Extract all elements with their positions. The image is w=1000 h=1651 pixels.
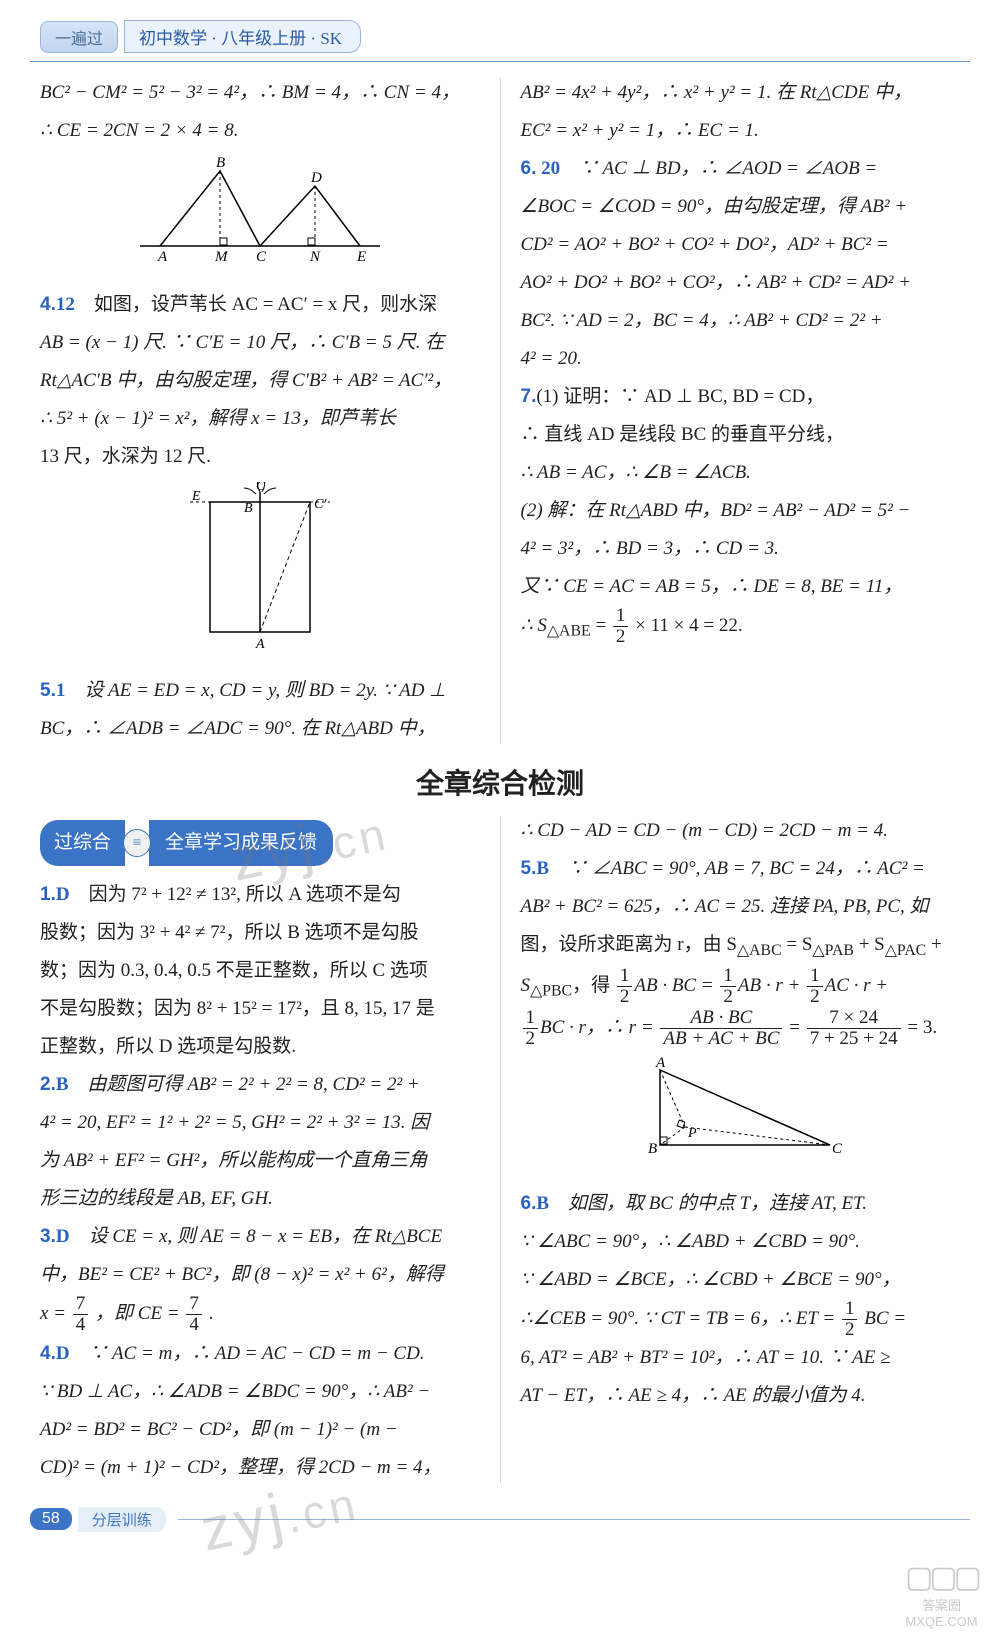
text: ∵ ∠ABC = 90°，∴ ∠ABD + ∠CBD = 90°.	[521, 1223, 961, 1261]
text: x = 74 ，即 CE = 74 .	[40, 1294, 480, 1335]
corner-logo: ▢▢▢ 答案圈 MXQE.COM	[905, 1560, 978, 1629]
text: CD)² = (m + 1)² − CD²，整理，得 2CD − m = 4，	[40, 1449, 480, 1487]
pill-right: 全章学习成果反馈	[149, 820, 333, 866]
text: Rt△AC′B 中，由勾股定理，得 C′B² + AB² = AC′²，	[40, 362, 480, 400]
brand-tab: 一遍过	[40, 21, 118, 53]
text: ∴ 直线 AD 是线段 BC 的垂直平分线，	[521, 416, 961, 454]
text: 不是勾股数；因为 8² + 15² = 17²，且 8, 15, 17 是	[40, 990, 480, 1028]
text: AO² + DO² + BO² + CO²，∴ AB² + CD² = AD² …	[521, 264, 961, 302]
svg-text:E: E	[356, 249, 366, 265]
figure-rt-triangle: A B C P	[521, 1055, 961, 1179]
text: 6, AT² = AB² + BT² = 10²，∴ AT = 10. ∵ AE…	[521, 1339, 961, 1377]
q2: 2.B 由题图可得 AB² = 2² + 2² = 8, CD² = 2² +	[40, 1066, 480, 1104]
text: ∵ BD ⊥ AC，∴ ∠ADB = ∠BDC = 90°，∴ AB² −	[40, 1373, 480, 1411]
text: 13 尺，水深为 12 尺.	[40, 438, 480, 476]
text: AT − ET，∴ AE ≥ 4，∴ AE 的最小值为 4.	[521, 1377, 961, 1415]
text: BC². ∵ AD = 2，BC = 4，∴ AB² + CD² = 2² +	[521, 302, 961, 340]
text: ∴ S△ABE = 12 × 11 × 4 = 22.	[521, 606, 961, 647]
text: 为 AB² + EF² = GH²，所以能构成一个直角三角	[40, 1142, 480, 1180]
q1: 1.D 因为 7² + 12² ≠ 13², 所以 A 选项不是勾	[40, 876, 480, 914]
text: ∴ CD − AD = CD − (m − CD) = 2CD − m = 4.	[521, 812, 961, 850]
section-title: 全章综合检测	[0, 762, 1000, 802]
text: ∴∠CEB = 90°. ∵ CT = TB = 6，∴ ET = 12 BC …	[521, 1299, 961, 1340]
text: (2) 解：在 Rt△ABD 中，BD² = AB² − AD² = 5² −	[521, 492, 961, 530]
text: AD² = BD² = BC² − CD²，即 (m − 1)² − (m −	[40, 1411, 480, 1449]
text: 又∵ CE = AC = AB = 5，∴ DE = 8, BE = 11，	[521, 568, 961, 606]
list-icon: ≡	[123, 829, 151, 857]
text: 正整数，所以 D 选项是勾股数.	[40, 1028, 480, 1066]
title-tab: 初中数学 · 八年级上册 · SK	[124, 20, 361, 53]
q6: 6. 20 ∵ AC ⊥ BD，∴ ∠AOD = ∠AOB =	[521, 150, 961, 188]
text: 图，设所求距离为 r，由 S△ABC = S△PAB + S△PAC +	[521, 926, 961, 966]
figure-triangles: A M C N E B D	[40, 156, 480, 280]
logo-text1: 答案圈	[905, 1595, 978, 1614]
logo-icon: ▢▢▢	[905, 1560, 978, 1595]
q4: 4.12 如图，设芦苇长 AC = AC′ = x 尺，则水深	[40, 286, 480, 324]
text: BC² − CM² = 5² − 3² = 4²，∴ BM = 4，∴ CN =…	[40, 74, 480, 112]
text: 数；因为 0.3, 0.4, 0.5 不是正整数，所以 C 选项	[40, 952, 480, 990]
bottom-right-col: ∴ CD − AD = CD − (m − CD) = 2CD − m = 4.…	[521, 812, 961, 1487]
q6b: 6.B 如图，取 BC 的中点 T，连接 AT, ET.	[521, 1185, 961, 1223]
q5b: 5.B ∵ ∠ABC = 90°, AB = 7, BC = 24，∴ AC² …	[521, 850, 961, 888]
svg-text:D: D	[310, 170, 322, 186]
bottom-left-col: 过综合 ≡ 全章学习成果反馈 1.D 因为 7² + 12² ≠ 13², 所以…	[40, 812, 480, 1487]
page-label: 分层训练	[78, 1507, 166, 1532]
section-pill: 过综合 ≡ 全章学习成果反馈	[40, 820, 333, 866]
svg-text:P: P	[687, 1126, 697, 1141]
top-right-col: AB² = 4x² + 4y²，∴ x² + y² = 1. 在 Rt△CDE …	[521, 74, 961, 748]
top-left-col: BC² − CM² = 5² − 3² = 4²，∴ BM = 4，∴ CN =…	[40, 74, 480, 748]
svg-text:A: A	[255, 637, 265, 652]
text: 4² = 3²，∴ BD = 3，∴ CD = 3.	[521, 530, 961, 568]
page-number: 58	[30, 1508, 72, 1530]
header: 一遍过 初中数学 · 八年级上册 · SK	[0, 0, 1000, 61]
q5: 5.1 设 AE = ED = x, CD = y, 则 BD = 2y. ∵ …	[40, 672, 480, 710]
column-divider	[500, 816, 501, 1483]
text: BC，∴ ∠ADB = ∠ADC = 90°. 在 Rt△ABD 中，	[40, 710, 480, 748]
text: AB = (x − 1) 尺. ∵ C′E = 10 尺，∴ C′B = 5 尺…	[40, 324, 480, 362]
text: AB² = 4x² + 4y²，∴ x² + y² = 1. 在 Rt△CDE …	[521, 74, 961, 112]
text: ∵ ∠ABD = ∠BCE，∴ ∠CBD + ∠BCE = 90°，	[521, 1261, 961, 1299]
text: ∴ 5² + (x − 1)² = x²，解得 x = 13，即芦苇长	[40, 400, 480, 438]
svg-text:A: A	[655, 1055, 666, 1071]
page: 一遍过 初中数学 · 八年级上册 · SK BC² − CM² = 5² − 3…	[0, 0, 1000, 1651]
text: 12BC · r，∴ r = AB · BCAB + AC + BC = 7 ×…	[521, 1008, 961, 1049]
column-divider	[500, 78, 501, 744]
text: 股数；因为 3² + 4² ≠ 7²，所以 B 选项不是勾股	[40, 914, 480, 952]
text: ∴ AB = AC，∴ ∠B = ∠ACB.	[521, 454, 961, 492]
top-columns: BC² − CM² = 5² − 3² = 4²，∴ BM = 4，∴ CN =…	[0, 74, 1000, 748]
svg-text:B: B	[244, 501, 253, 516]
q3: 3.D 设 CE = x, 则 AE = 8 − x = EB，在 Rt△BCE	[40, 1218, 480, 1256]
svg-text:C: C	[832, 1141, 843, 1157]
svg-text:N: N	[309, 249, 321, 265]
text: 4² = 20.	[521, 340, 961, 378]
svg-text:B: B	[648, 1141, 657, 1157]
text: S△PBC，得 12AB · BC = 12AB · r + 12AC · r …	[521, 966, 961, 1007]
svg-text:A: A	[157, 249, 168, 265]
figure-reed: E B C C′ A	[40, 482, 480, 666]
svg-text:C: C	[256, 482, 266, 494]
svg-text:E: E	[191, 489, 201, 504]
header-rule	[30, 61, 970, 62]
text: ∴ CE = 2CN = 2 × 4 = 8.	[40, 112, 480, 150]
text: 4² = 20, EF² = 1² + 2² = 5, GH² = 2² + 3…	[40, 1104, 480, 1142]
text: ∠BOC = ∠COD = 90°，由勾股定理，得 AB² +	[521, 188, 961, 226]
pill-left: 过综合	[40, 820, 125, 866]
logo-text2: MXQE.COM	[905, 1614, 978, 1629]
q7: 7.(1) 证明：∵ AD ⊥ BC, BD = CD，	[521, 378, 961, 416]
q4b: 4.D ∵ AC = m，∴ AD = AC − CD = m − CD.	[40, 1335, 480, 1373]
text: CD² = AO² + BO² + CO² + DO²，AD² + BC² =	[521, 226, 961, 264]
text: AB² + BC² = 625，∴ AC = 25. 连接 PA, PB, PC…	[521, 888, 961, 926]
text: 形三边的线段是 AB, EF, GH.	[40, 1180, 480, 1218]
text: 中，BE² = CE² + BC²，即 (8 − x)² = x² + 6²，解…	[40, 1256, 480, 1294]
svg-text:M: M	[214, 249, 229, 265]
bottom-columns: 过综合 ≡ 全章学习成果反馈 1.D 因为 7² + 12² ≠ 13², 所以…	[0, 812, 1000, 1487]
svg-text:C: C	[256, 249, 267, 265]
footer: 58 分层训练	[0, 1487, 1000, 1562]
svg-text:B: B	[216, 156, 225, 171]
svg-text:C′: C′	[314, 497, 327, 512]
footer-rule	[178, 1519, 970, 1520]
text: EC² = x² + y² = 1，∴ EC = 1.	[521, 112, 961, 150]
